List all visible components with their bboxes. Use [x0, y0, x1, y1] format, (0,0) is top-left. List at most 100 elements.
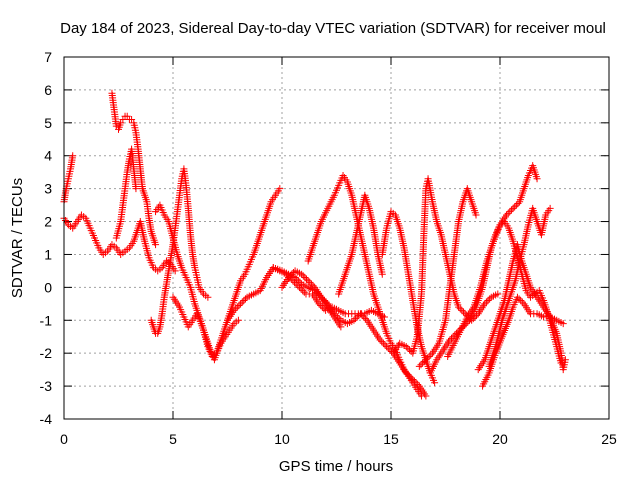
data-point [360, 313, 368, 321]
x-tick-label: 10 [274, 431, 290, 447]
data-point [237, 300, 245, 308]
data-point [230, 306, 238, 314]
data-point [473, 311, 481, 319]
data-point [482, 298, 490, 306]
data-point [515, 295, 523, 303]
data-point [303, 275, 311, 283]
data-point [512, 201, 520, 209]
data-point [402, 343, 410, 351]
data-point [404, 344, 412, 352]
data-point [353, 313, 361, 321]
data-point [285, 273, 293, 281]
data-point [376, 336, 384, 344]
data-point [288, 270, 296, 278]
series-arc-10 [278, 267, 345, 331]
data-point [297, 285, 305, 293]
data-point [309, 282, 317, 290]
data-point [299, 287, 307, 295]
data-point [352, 315, 360, 323]
data-point [561, 356, 569, 364]
y-tick-label: -2 [40, 345, 53, 361]
data-point [301, 273, 309, 281]
data-point [171, 267, 179, 275]
data-point [294, 277, 302, 285]
data-point [447, 334, 455, 342]
plot-frame [63, 56, 610, 420]
data-point [424, 354, 432, 362]
data-point [486, 295, 494, 303]
data-point [299, 272, 307, 280]
data-point [361, 315, 369, 323]
data-point [509, 204, 517, 212]
data-point [455, 303, 463, 311]
data-point [291, 273, 299, 281]
data-point [431, 379, 439, 387]
data-point [379, 339, 387, 347]
data-point [300, 288, 308, 296]
x-tick-labels: 0 5 10 15 20 25 [60, 431, 617, 447]
y-tick-labels: -4 -3 -2 -1 0 1 2 3 4 5 6 7 [40, 49, 53, 427]
data-point [276, 185, 284, 193]
data-point [419, 359, 427, 367]
data-point [69, 152, 77, 160]
data-point [132, 185, 140, 193]
data-point [241, 295, 249, 303]
data-point [234, 316, 242, 324]
data-point [514, 199, 522, 207]
series-arc-1 [60, 152, 77, 206]
data-point [240, 297, 248, 305]
y-tick-label: 7 [44, 49, 52, 65]
series-arc-5 [147, 165, 212, 337]
data-point [152, 241, 160, 249]
y-tick-label: 1 [44, 246, 52, 262]
data-marks [60, 89, 569, 400]
data-point [235, 301, 243, 309]
series-arc-20 [474, 241, 569, 374]
data-point [459, 308, 467, 316]
data-point [517, 297, 525, 305]
y-tick-label: 6 [44, 82, 52, 98]
series-arc-12 [335, 191, 386, 298]
data-point [481, 300, 489, 308]
data-point [504, 209, 512, 217]
data-point [306, 278, 314, 286]
data-point [298, 270, 306, 278]
data-point [204, 293, 212, 301]
y-tick-label: -3 [40, 378, 53, 394]
data-point [289, 269, 297, 277]
data-point [378, 270, 386, 278]
y-tick-label: 2 [44, 214, 52, 230]
data-point [378, 338, 386, 346]
data-point [511, 203, 519, 211]
data-point [533, 175, 541, 183]
data-point [446, 336, 454, 344]
x-tick-label: 5 [169, 431, 177, 447]
data-point [415, 362, 423, 370]
y-tick-label: 0 [44, 279, 52, 295]
y-tick-label: -4 [40, 411, 53, 427]
data-point [507, 206, 515, 214]
data-point [425, 352, 433, 360]
data-point [456, 305, 464, 313]
data-point [233, 303, 241, 311]
data-point [293, 275, 301, 283]
y-tick-label: 3 [44, 181, 52, 197]
data-point [315, 300, 323, 308]
data-point [384, 344, 392, 352]
data-point [232, 305, 240, 313]
data-point [546, 204, 554, 212]
y-tick-label: 4 [44, 148, 52, 164]
data-point [420, 357, 428, 365]
series-arc-3 [108, 89, 160, 249]
data-point [506, 208, 514, 216]
data-point [304, 277, 312, 285]
chart-title: Day 184 of 2023, Sidereal Day-to-day VTE… [60, 20, 606, 37]
data-point [422, 356, 430, 364]
data-point [383, 343, 391, 351]
data-point [503, 211, 511, 219]
data-point [307, 280, 315, 288]
x-tick-label: 25 [601, 431, 617, 447]
data-point [238, 298, 246, 306]
series-arc-17 [444, 162, 541, 360]
y-tick-label: -1 [40, 312, 53, 328]
